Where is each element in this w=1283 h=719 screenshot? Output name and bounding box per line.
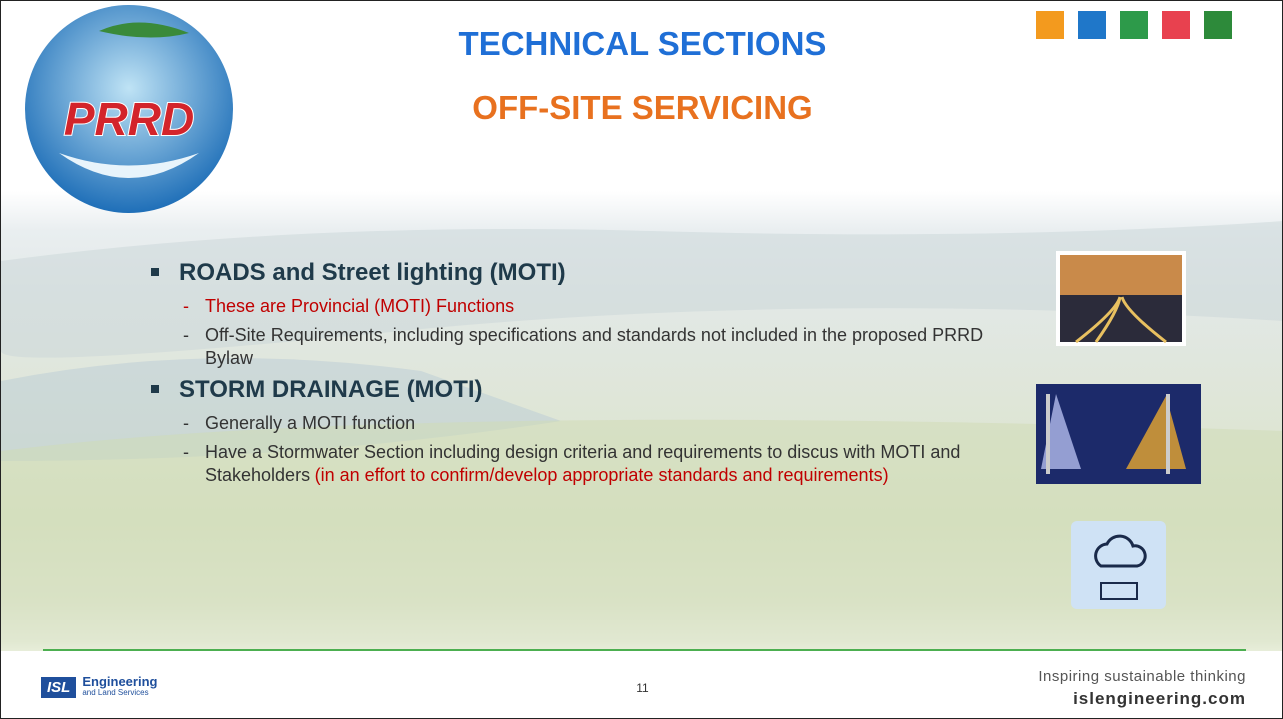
tagline: Inspiring sustainable thinking — [1038, 668, 1246, 685]
bullet-item: Off-Site Requirements, including specifi… — [151, 324, 1001, 370]
section-heading: ROADS and Street lighting (MOTI) — [151, 259, 1001, 287]
section-heading: STORM DRAINAGE (MOTI) — [151, 376, 1001, 404]
subtitle: OFF-SITE SERVICING — [1, 89, 1283, 127]
item-text: (in an effort to confirm/develop appropr… — [315, 465, 889, 485]
bullet-item: Generally a MOTI function — [151, 412, 1001, 435]
item-text: Off-Site Requirements, including specifi… — [205, 325, 983, 368]
item-text: These are Provincial (MOTI) Functions — [205, 296, 514, 316]
section: ROADS and Street lighting (MOTI) These ar… — [151, 259, 1001, 370]
website: islengineering.com — [1073, 689, 1246, 709]
title: TECHNICAL SECTIONS — [1, 25, 1283, 63]
bullet-item: Have a Stormwater Section including desi… — [151, 441, 1001, 487]
road-icon — [1056, 251, 1186, 346]
slide: PRRD TECHNICAL SECTIONS OFF-SITE SERVICI… — [0, 0, 1283, 719]
streetlight-icon — [1036, 384, 1201, 484]
footer-rule — [43, 649, 1246, 651]
item-text: Generally a MOTI function — [205, 413, 415, 433]
section: STORM DRAINAGE (MOTI) Generally a MOTI fu… — [151, 376, 1001, 487]
storm-icon — [1071, 521, 1166, 609]
content: ROADS and Street lighting (MOTI) These ar… — [151, 259, 1001, 493]
bullet-item: These are Provincial (MOTI) Functions — [151, 295, 1001, 318]
